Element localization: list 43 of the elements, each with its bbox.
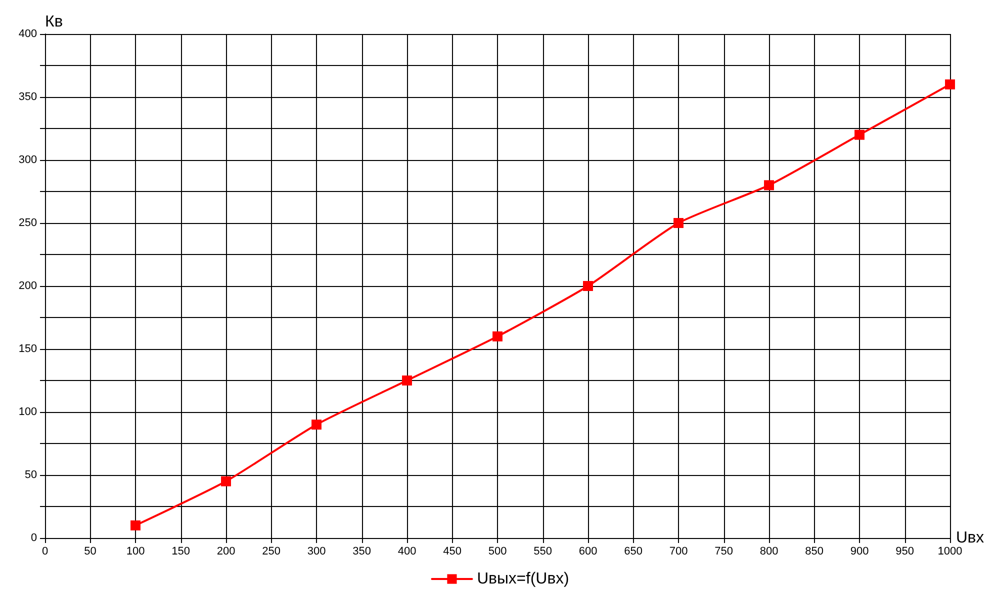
x-tick-label: 650	[624, 546, 642, 558]
y-tick-label: 350	[18, 91, 37, 103]
x-tick-label: 0	[42, 546, 48, 558]
point	[945, 79, 955, 90]
point	[583, 281, 593, 291]
legend-label: Uвых=f(Uвх)	[476, 570, 570, 588]
x-tick-label: 1000	[938, 546, 962, 558]
point	[312, 420, 322, 430]
point	[854, 130, 864, 140]
x-tick-label: 400	[398, 546, 416, 558]
y-tick-label: 150	[18, 343, 37, 355]
x-axis-title: Uвх	[956, 530, 984, 546]
x-tick-label: 350	[352, 546, 371, 558]
x-tick-label: 700	[669, 546, 688, 558]
x-tick-label: 50	[84, 546, 96, 558]
y-tick-label: 300	[18, 154, 37, 166]
x-tick-label: 500	[488, 546, 507, 558]
y-tick-label: 50	[24, 469, 37, 481]
x-tick-label: 900	[850, 546, 869, 558]
point	[764, 180, 774, 190]
x-tick-label: 100	[126, 546, 145, 558]
y-tick-label: 400	[18, 28, 37, 40]
point	[492, 331, 502, 342]
x-tick-label: 800	[760, 546, 778, 558]
x-tick-label: 150	[172, 546, 190, 558]
y-tick-label: 0	[30, 532, 37, 544]
y-tick-label: 200	[18, 280, 37, 292]
point	[402, 376, 412, 386]
x-tick-label: 450	[443, 546, 462, 558]
y-axis-title: Кв	[45, 14, 63, 30]
point	[221, 476, 231, 486]
x-tick-label: 550	[534, 546, 552, 558]
x-tick-label: 600	[578, 546, 598, 558]
x-tick-label: 750	[714, 546, 733, 558]
x-tick-label: 250	[262, 546, 280, 558]
y-tick-label: 250	[18, 217, 37, 229]
x-tick-label: 200	[216, 546, 236, 558]
point	[130, 520, 140, 530]
x-tick-label: 300	[307, 546, 326, 558]
x-tick-label: 950	[896, 546, 914, 558]
point	[674, 218, 684, 228]
x-tick-label: 850	[805, 546, 824, 558]
y-tick-label: 100	[18, 406, 37, 418]
